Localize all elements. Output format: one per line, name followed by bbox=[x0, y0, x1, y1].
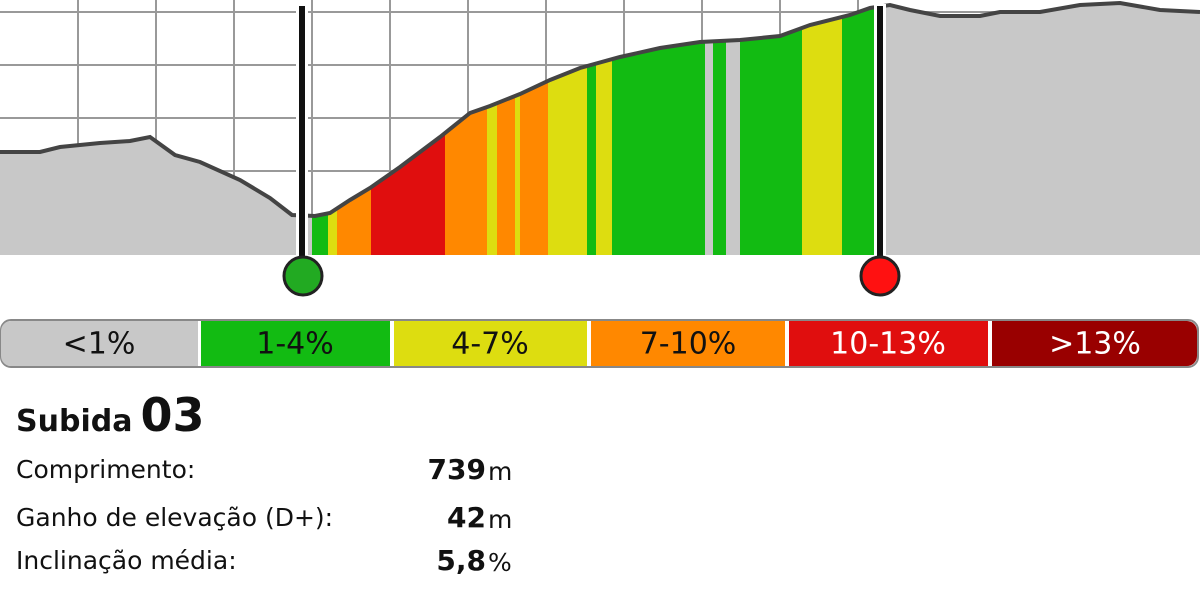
climb-title: Subida 03 bbox=[16, 388, 204, 442]
end-marker[interactable] bbox=[859, 4, 901, 297]
profile-line bbox=[0, 0, 1200, 219]
start-marker[interactable] bbox=[282, 4, 324, 297]
stat-value: 739 bbox=[427, 453, 486, 486]
stat-unit: m bbox=[488, 505, 513, 534]
legend-label: <1% bbox=[63, 327, 136, 362]
stat-row: Comprimento: 739 m bbox=[16, 453, 536, 495]
legend-label: 4-7% bbox=[451, 327, 529, 362]
stat-row: Inclinação média: 5,8% bbox=[16, 544, 536, 586]
legend: <1% 1-4% 4-7% 7-10% 10-13% >13% bbox=[0, 319, 1199, 368]
stat-value: 5,8 bbox=[436, 544, 486, 577]
stat-label: Ganho de elevação (D+): bbox=[16, 503, 334, 532]
profile-chart: <1% 1-4% 4-7% 7-10% 10-13% >13% bbox=[0, 0, 1200, 368]
stat-unit: m bbox=[488, 457, 513, 486]
stat-value: 42 bbox=[447, 501, 486, 534]
climb-label: Subida bbox=[16, 404, 133, 439]
stat-label: Comprimento: bbox=[16, 455, 196, 484]
climb-number: 03 bbox=[140, 388, 205, 442]
stat-label: Inclinação média: bbox=[16, 546, 237, 575]
profile-fill bbox=[0, 3, 1200, 255]
stat-unit: % bbox=[488, 548, 512, 577]
legend-label: 1-4% bbox=[256, 327, 334, 362]
legend-label: 7-10% bbox=[640, 327, 737, 362]
stat-row: Ganho de elevação (D+): 42 m bbox=[16, 501, 536, 543]
legend-label: >13% bbox=[1049, 327, 1141, 362]
legend-label: 10-13% bbox=[830, 327, 946, 362]
